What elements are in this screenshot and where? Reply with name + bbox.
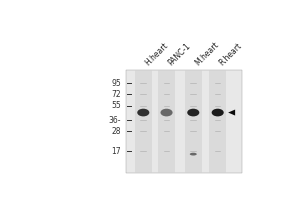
Text: H.heart: H.heart [143,41,170,68]
Text: 17: 17 [112,147,121,156]
Ellipse shape [160,109,172,116]
Text: 55: 55 [112,101,121,110]
Text: PANC-1: PANC-1 [167,42,193,68]
Polygon shape [228,110,235,116]
Text: 72: 72 [112,90,121,99]
Text: M.heart: M.heart [193,41,220,68]
Text: R.heart: R.heart [218,42,244,68]
Text: 36-: 36- [109,116,121,125]
Bar [158,70,175,173]
Text: 28: 28 [112,127,121,136]
Ellipse shape [190,153,197,156]
Bar [126,70,242,173]
Bar [184,70,202,173]
Ellipse shape [137,109,149,116]
Bar [135,70,152,173]
Bar [209,70,226,173]
Ellipse shape [187,109,199,116]
Text: 95: 95 [112,79,121,88]
Ellipse shape [212,109,224,116]
